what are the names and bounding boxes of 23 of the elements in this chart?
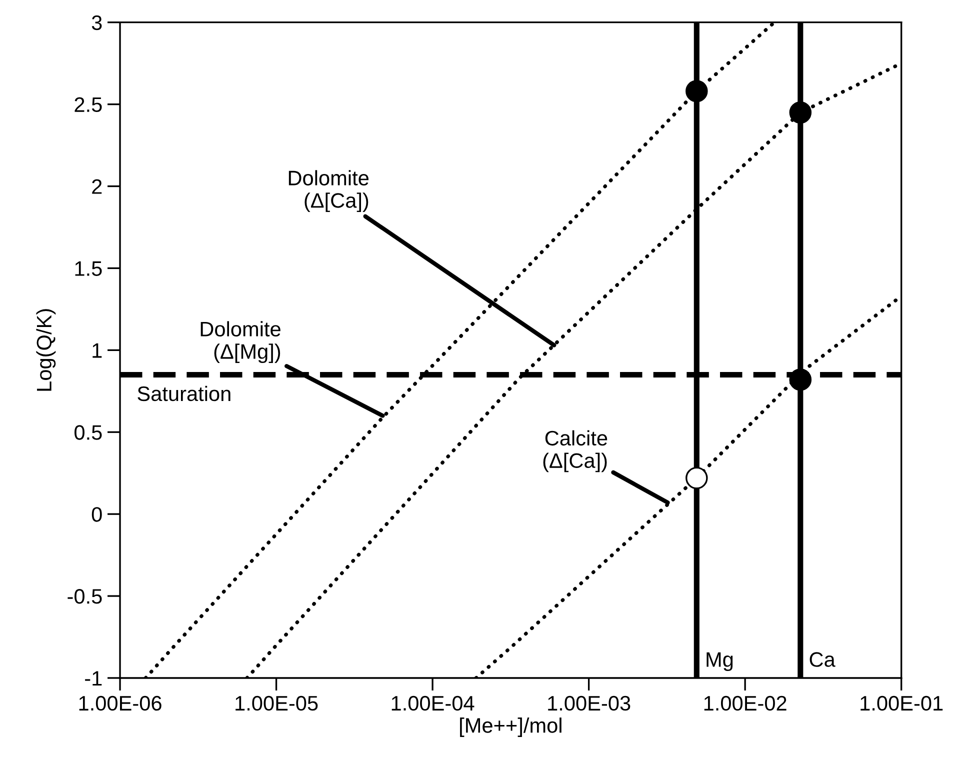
y-tick-label: 2 <box>92 179 102 194</box>
x-tick-label: 1.00E-03 <box>548 696 630 711</box>
x-tick-label: 1.00E-04 <box>392 696 474 711</box>
annotation: Calcite (Δ[Ca]) <box>543 430 608 472</box>
ref-line-label: Saturation <box>138 386 230 402</box>
x-axis-title: [Me++]/mol <box>460 718 562 737</box>
y-axis-title: Log(Q/K) <box>36 309 56 391</box>
x-tick-label: 1.00E-01 <box>860 696 943 711</box>
annotation: Dolomite (Δ[Mg]) <box>200 321 280 364</box>
x-tick-label: 1.00E-05 <box>236 696 318 711</box>
y-tick-label: 2.5 <box>74 97 102 112</box>
y-tick-label: -0.5 <box>68 589 102 604</box>
x-tick-label: 1.00E-06 <box>79 696 162 711</box>
ref-line-label: Ca <box>810 652 836 667</box>
x-tick-label: 1.00E-02 <box>704 696 786 711</box>
annotation: Dolomite (Δ[Ca]) <box>288 170 368 212</box>
y-tick-label: 0.5 <box>74 425 102 440</box>
y-tick-label: 1 <box>92 343 102 358</box>
y-tick-label: 0 <box>92 507 102 522</box>
y-tick-label: -1 <box>85 671 102 686</box>
ref-line-label: Mg <box>706 652 733 672</box>
y-tick-label: 3 <box>92 15 102 30</box>
y-tick-label: 1.5 <box>75 261 102 276</box>
